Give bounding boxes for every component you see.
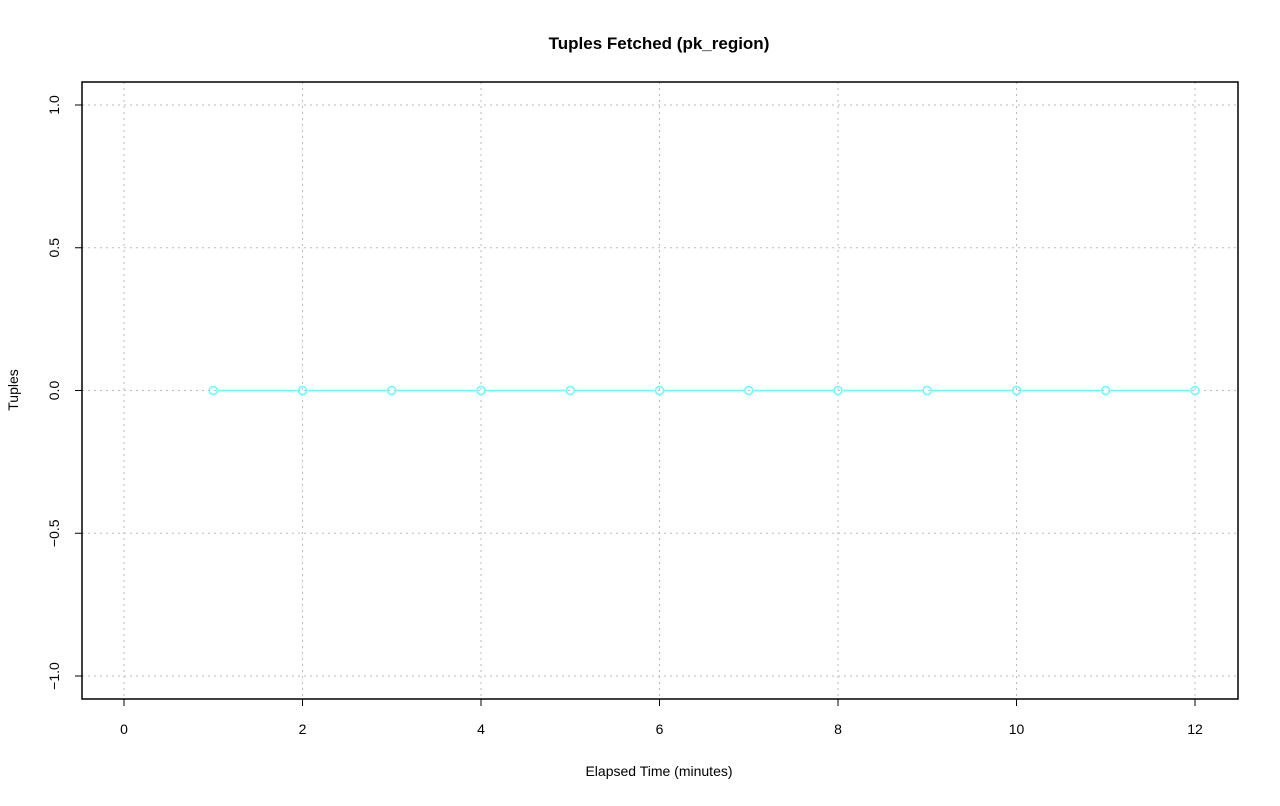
x-tick-label: 6 [656, 721, 664, 737]
x-axis-label: Elapsed Time (minutes) [585, 763, 732, 779]
y-tick-label: −1.0 [46, 662, 62, 690]
chart-title: Tuples Fetched (pk_region) [549, 34, 770, 53]
data-point [654, 385, 665, 396]
y-tick-label: −0.5 [46, 519, 62, 547]
y-tick-label: 1.0 [46, 95, 62, 115]
y-axis-label: Tuples [5, 369, 21, 411]
plot-frame [81, 81, 1239, 700]
x-tick-label: 4 [477, 721, 485, 737]
y-tick-label: 0.0 [46, 381, 62, 401]
data-point [1101, 385, 1111, 396]
data-point [1011, 385, 1022, 396]
x-tick-label: 2 [299, 721, 307, 737]
data-point [833, 385, 843, 396]
data-point [476, 385, 486, 396]
x-tick-label: 8 [834, 721, 842, 737]
x-tick-label: 12 [1187, 721, 1203, 737]
grid [82, 82, 1238, 699]
y-tick-label: 0.5 [46, 238, 62, 258]
x-tick-label: 10 [1009, 721, 1025, 737]
data-point [922, 385, 932, 396]
x-tick-label: 0 [120, 721, 128, 737]
data-point [565, 385, 575, 396]
series [208, 385, 1200, 396]
axis-ticks: 0 2 4 6 8 10 12 −1.0 −0.5 0.0 0.5 1.0 [46, 95, 1203, 737]
data-point [208, 385, 218, 396]
data-point [387, 385, 397, 396]
data-point [744, 385, 754, 396]
data-point [1190, 385, 1200, 396]
data-point [297, 385, 308, 396]
